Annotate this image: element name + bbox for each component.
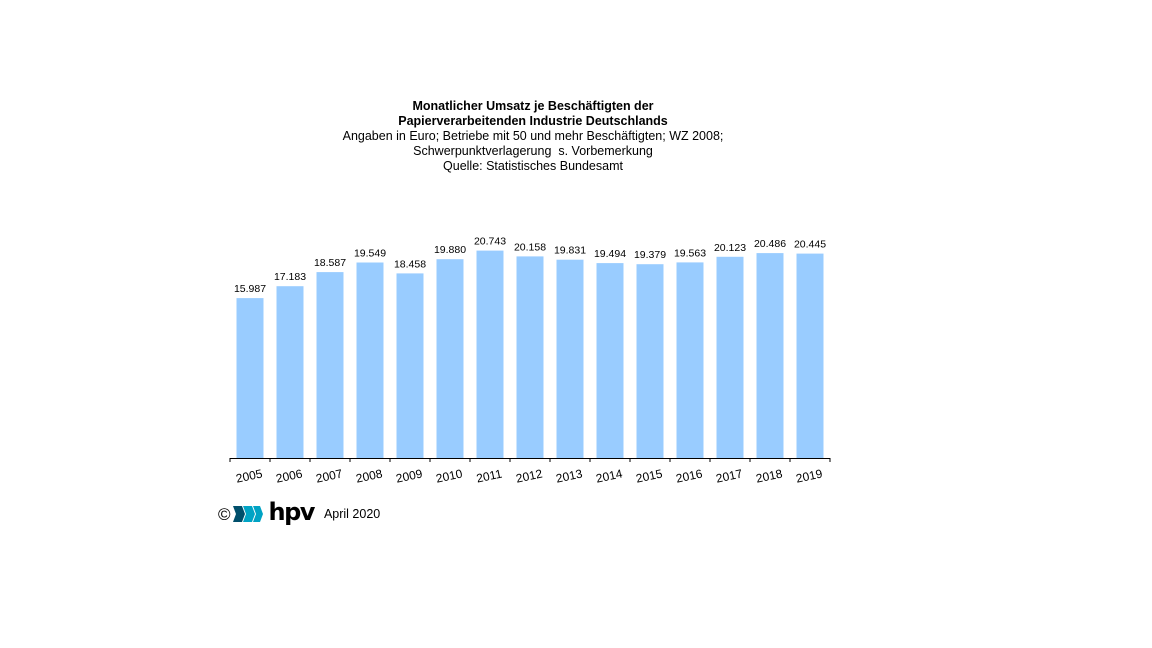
bar-2009	[396, 273, 424, 458]
data-label-2015: 19.379	[634, 249, 666, 261]
bar-2013	[556, 259, 584, 458]
bar-2010	[436, 259, 464, 458]
copyright-symbol: ©	[218, 504, 231, 524]
footer: © hpv April 2020	[218, 498, 381, 527]
x-tick-label-2009: 2009	[395, 466, 424, 485]
x-tick-label-2018: 2018	[755, 466, 784, 485]
footer-date: April 2020	[323, 507, 381, 521]
bar-2015	[636, 264, 664, 458]
x-tick-label-2008: 2008	[355, 466, 384, 485]
data-label-2006: 17.183	[274, 271, 306, 283]
data-label-2005: 15.987	[234, 283, 266, 295]
bar-2014	[596, 263, 624, 458]
bar-2008	[356, 262, 384, 458]
x-tick-label-2005: 2005	[235, 466, 264, 485]
bar-2018	[756, 253, 784, 458]
chart-subtitle-line-3: Quelle: Statistisches Bundesamt	[443, 159, 623, 173]
hpv-logo-text: hpv	[268, 498, 316, 526]
chart-title-line-1: Monatlicher Umsatz je Beschäftigten der	[412, 99, 654, 113]
hpv-chevron-logo-icon	[232, 506, 263, 522]
x-tick-label-2017: 2017	[715, 466, 744, 485]
data-label-2010: 19.880	[434, 244, 466, 256]
bar-2006	[276, 286, 304, 458]
chart-title-line-2: Papierverarbeitenden Industrie Deutschla…	[398, 114, 668, 128]
data-label-2009: 18.458	[394, 258, 426, 270]
x-tick-label-2013: 2013	[555, 466, 584, 485]
data-label-2019: 20.445	[794, 239, 826, 251]
bar-2019	[796, 253, 824, 458]
data-label-2008: 19.549	[354, 248, 386, 260]
data-label-2007: 18.587	[314, 257, 346, 269]
x-tick-label-2012: 2012	[515, 466, 544, 485]
data-label-2012: 20.158	[514, 241, 546, 253]
data-label-2017: 20.123	[714, 242, 746, 254]
data-label-2013: 19.831	[554, 245, 586, 257]
bar-2017	[716, 256, 744, 458]
chart-subtitle-line-2: Schwerpunktverlagerung s. Vorbemerkung	[413, 144, 653, 158]
data-label-2018: 20.486	[754, 238, 786, 250]
x-tick-label-2014: 2014	[595, 466, 624, 485]
x-tick-label-2010: 2010	[435, 466, 464, 485]
data-label-2011: 20.743	[474, 236, 506, 248]
bar-2016	[676, 262, 704, 458]
bar-2007	[316, 272, 344, 458]
x-tick-label-2011: 2011	[475, 466, 503, 485]
x-tick-label-2006: 2006	[275, 466, 304, 485]
x-tick-label-2019: 2019	[795, 466, 824, 485]
x-tick-label-2016: 2016	[675, 466, 704, 485]
bar-2012	[516, 256, 544, 458]
chart-subtitle-line-1: Angaben in Euro; Betriebe mit 50 und meh…	[342, 129, 724, 143]
data-label-2016: 19.563	[674, 247, 706, 259]
data-label-2014: 19.494	[594, 248, 626, 260]
x-tick-label-2007: 2007	[315, 466, 344, 485]
x-tick-label-2015: 2015	[635, 466, 664, 485]
chart-title-block: Monatlicher Umsatz je Beschäftigten der …	[300, 99, 766, 174]
bar-2011	[476, 250, 504, 458]
bar-2005	[236, 298, 264, 458]
